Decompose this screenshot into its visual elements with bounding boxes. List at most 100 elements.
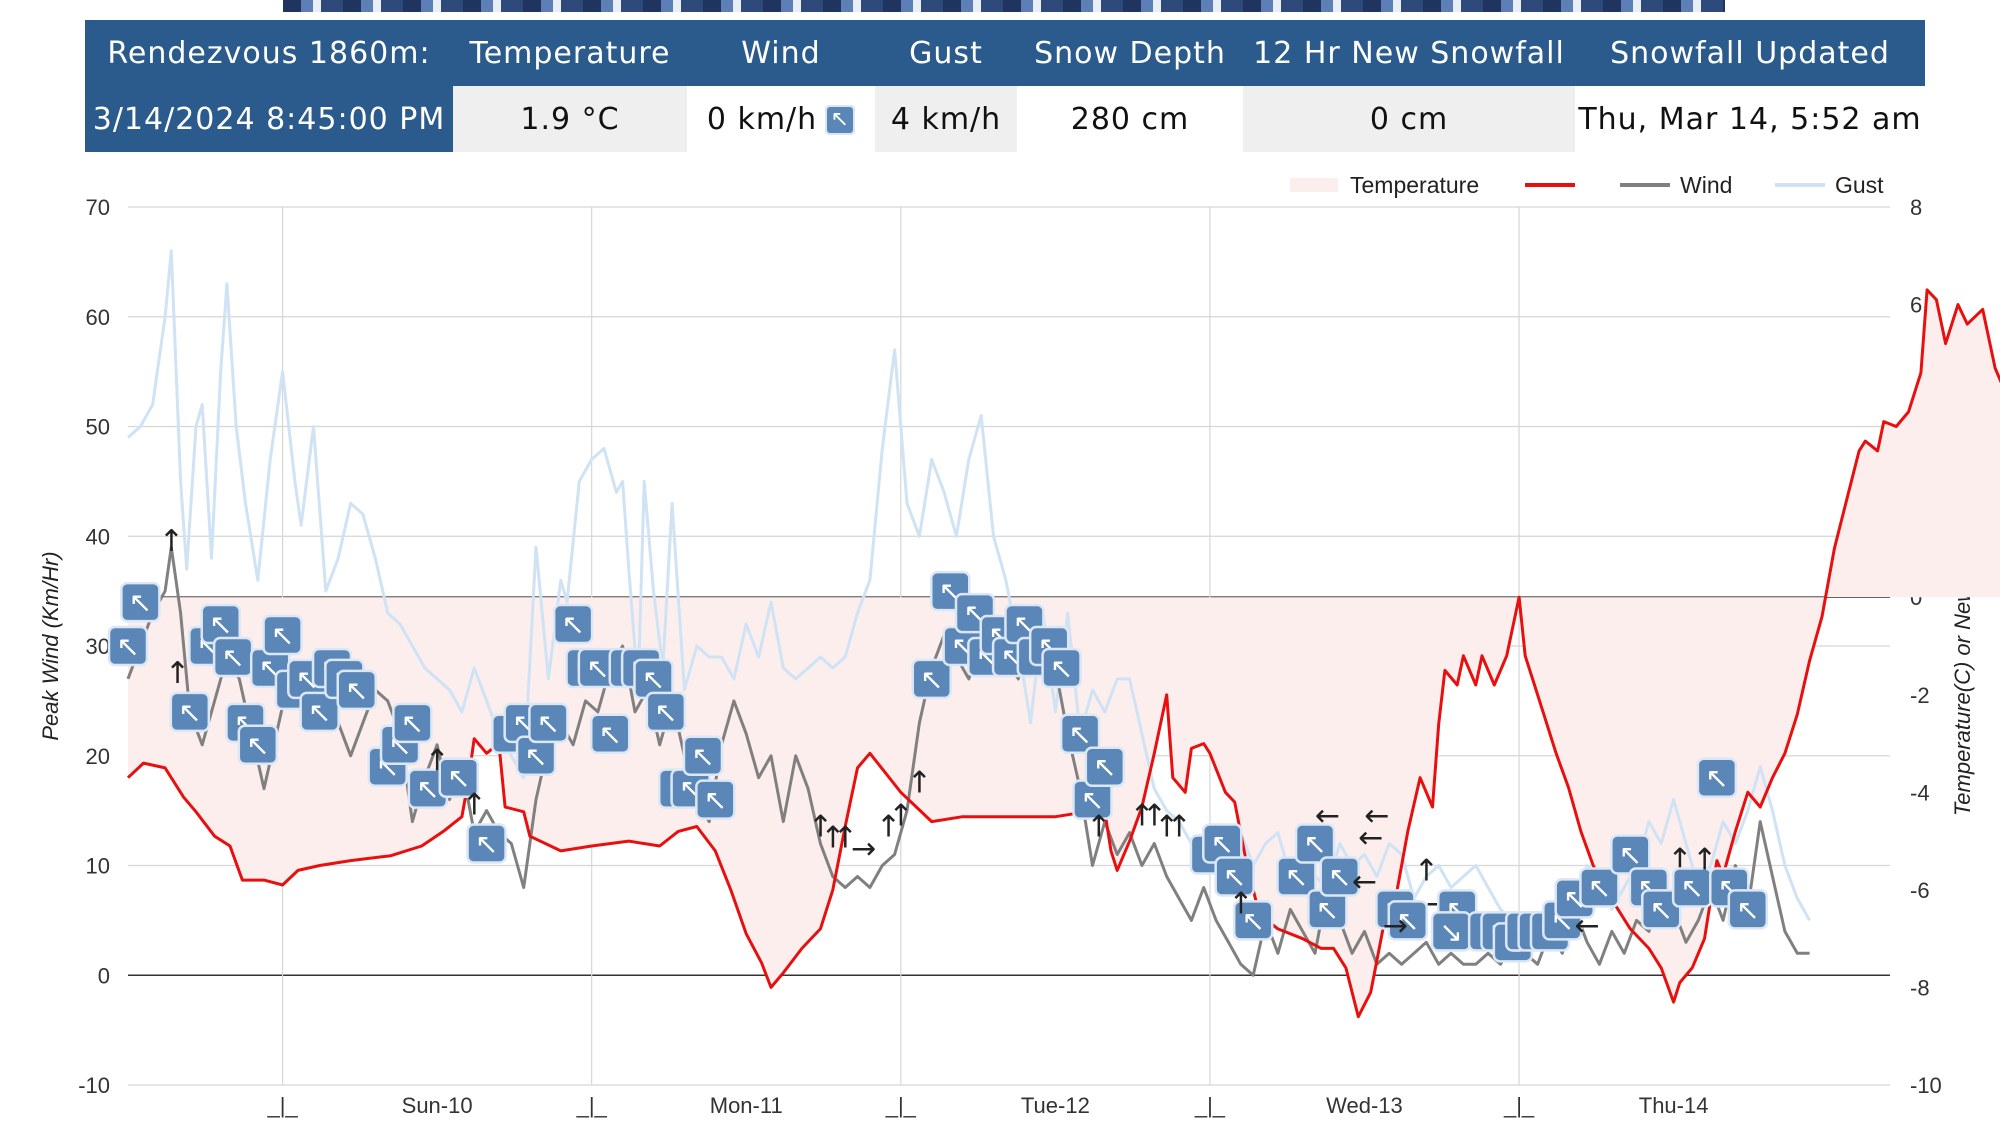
weather-chart: 706050403020100-1086420-2-4-6-8-10_|_Sun… — [38, 172, 2000, 1118]
wind-direction-marker — [1059, 713, 1101, 755]
wind-direction-marker — [552, 603, 594, 645]
wind-direction-marker — [299, 691, 340, 733]
wind-direction-arrow: ↖ — [586, 652, 609, 685]
y-left-tick-label: 10 — [86, 854, 110, 879]
wind-direction-marker — [336, 669, 378, 711]
temperature-series-line — [126, 288, 2000, 1019]
wind-direction-marker — [1579, 867, 1620, 908]
wind-direction-marker — [438, 757, 480, 798]
header-banner-image — [283, 0, 1725, 12]
wind-direction-arrow: ↑ — [1129, 799, 1154, 834]
wind-direction-arrow: ↘ — [1439, 915, 1462, 948]
wind-direction-marker — [466, 823, 507, 864]
x-tick-label: Wed-13 — [1326, 1093, 1403, 1118]
legend-label-gust: Gust — [1835, 172, 1884, 198]
wind-direction-marker — [1084, 746, 1126, 787]
wind-direction-marker — [1214, 856, 1255, 897]
wind-direction-marker — [169, 691, 211, 733]
wind-direction-marker — [645, 691, 687, 733]
wind-direction-arrow: ↖ — [920, 663, 943, 696]
wind-direction-marker — [1294, 823, 1336, 864]
x-tick-label: Tue-12 — [1021, 1093, 1090, 1118]
wind-direction-marker — [1696, 757, 1738, 798]
wind-direction-arrow: ↖ — [1303, 828, 1326, 861]
y-right-tick-label: -6 — [1910, 878, 1930, 903]
x-tick-label: _|_ — [1194, 1093, 1226, 1118]
wind-direction-arrow: ← — [1574, 908, 1599, 943]
legend-label-wind: Wind — [1680, 172, 1732, 198]
wind-direction-marker — [682, 735, 724, 776]
wind-direction-arrow: ↖ — [704, 784, 727, 817]
temperature-value: 1.9 °C — [453, 86, 687, 152]
wind-value: 0 km/h — [706, 101, 818, 137]
wind-direction-arrow: ↑ — [907, 766, 932, 801]
wind-direction-marker — [120, 581, 161, 623]
wind-direction-marker — [1232, 900, 1274, 941]
wind-direction-arrow: ↖ — [209, 608, 232, 641]
wind-direction-marker — [1041, 647, 1082, 689]
wind-direction-arrow: ↖ — [524, 740, 547, 773]
wind-direction-arrow: ↖ — [1736, 893, 1759, 926]
x-tick-label: _|_ — [576, 1093, 608, 1118]
wind-direction-arrow: ↖ — [1705, 762, 1728, 795]
wind-direction-arrow: ↑ — [833, 821, 858, 856]
wind-direction-arrow: ← — [1315, 799, 1340, 834]
y-right-tick-label: -10 — [1910, 1073, 1942, 1098]
y-left-tick-label: 20 — [86, 744, 110, 769]
wind-direction-arrow: ↖ — [1588, 871, 1611, 904]
wind-direction-arrow: ↖ — [598, 718, 621, 751]
y-left-tick-label: 40 — [86, 524, 110, 549]
col-temperature: Temperature — [453, 20, 687, 86]
wind-direction-arrow: ↖ — [116, 630, 139, 663]
wind-direction-arrow: ↖ — [345, 674, 368, 707]
x-tick-label: _|_ — [266, 1093, 298, 1118]
col-snowfall-updated: Snowfall Updated — [1575, 20, 1925, 86]
wind-direction-arrow: ↖ — [654, 696, 677, 729]
wind-direction-arrow: ↑ — [1154, 810, 1179, 845]
x-tick-label: Mon-11 — [710, 1093, 783, 1118]
wind-direction-arrow: ↖ — [221, 641, 244, 674]
wind-direction-arrow: ← — [1364, 799, 1389, 834]
wind-direction-arrow: ↖ — [178, 696, 201, 729]
wind-direction-marker — [1319, 856, 1361, 897]
wind-direction-marker — [262, 614, 303, 656]
y-left-tick-label: 0 — [98, 963, 110, 988]
conditions-value-row: 3/14/2024 8:45:00 PM 1.9 °C 0 km/h ↖ 4 km… — [85, 86, 1925, 152]
y-left-axis-title: Peak Wind (Km/Hr) — [38, 551, 63, 740]
y-left-tick-label: -10 — [78, 1073, 110, 1098]
wind-direction-marker — [695, 779, 736, 820]
wind-direction-arrow: → — [1383, 908, 1408, 943]
wind-direction-arrow: ↖ — [1619, 839, 1642, 872]
wind-direction-arrow: ↖ — [1211, 828, 1234, 861]
wind-direction-arrow: ↑ — [1142, 799, 1167, 834]
y-left-tick-label: 30 — [86, 634, 110, 659]
wind-direction-marker — [237, 724, 279, 766]
arrow-up-left-icon: ↖ — [825, 105, 856, 135]
wind-direction-arrow: ↖ — [308, 696, 331, 729]
wind-direction-arrow: ↖ — [691, 740, 714, 773]
wind-direction-arrow: ↑ — [159, 524, 184, 559]
conditions-header-row: Rendezvous 1860m: Temperature Wind Gust … — [85, 20, 1925, 86]
legend-swatch-temperature-fill — [1290, 178, 1338, 192]
y-right-tick-label: -8 — [1910, 975, 1930, 1000]
col-snow-depth: Snow Depth — [1017, 20, 1243, 86]
wind-direction-arrow: ↖ — [1680, 871, 1703, 904]
wind-direction-arrow: ↖ — [416, 773, 439, 806]
y-left-tick-label: 60 — [86, 305, 110, 330]
wind-direction-marker — [528, 702, 569, 744]
wind-direction-arrow: ↖ — [401, 707, 424, 740]
wind-direction-arrow: ↖ — [1241, 904, 1264, 937]
x-tick-label: Thu-14 — [1639, 1093, 1709, 1118]
wind-direction-arrow: ↖ — [447, 762, 470, 795]
wind-direction-arrow: ↖ — [561, 608, 584, 641]
snow-depth-value: 280 cm — [1017, 86, 1243, 152]
wind-direction-arrow: ← — [1358, 821, 1383, 856]
wind-direction-arrow: ↑ — [462, 788, 487, 823]
wind-direction-arrow: ↑ — [1166, 810, 1191, 845]
wind-direction-arrow: ↑ — [888, 799, 913, 834]
wind-direction-arrow: ↑ — [1086, 810, 1111, 845]
wind-cell: 0 km/h ↖ — [687, 86, 875, 152]
wind-direction-arrow: ↖ — [1223, 860, 1246, 893]
wind-direction-arrow: ↖ — [537, 707, 560, 740]
wind-direction-marker — [911, 658, 952, 700]
